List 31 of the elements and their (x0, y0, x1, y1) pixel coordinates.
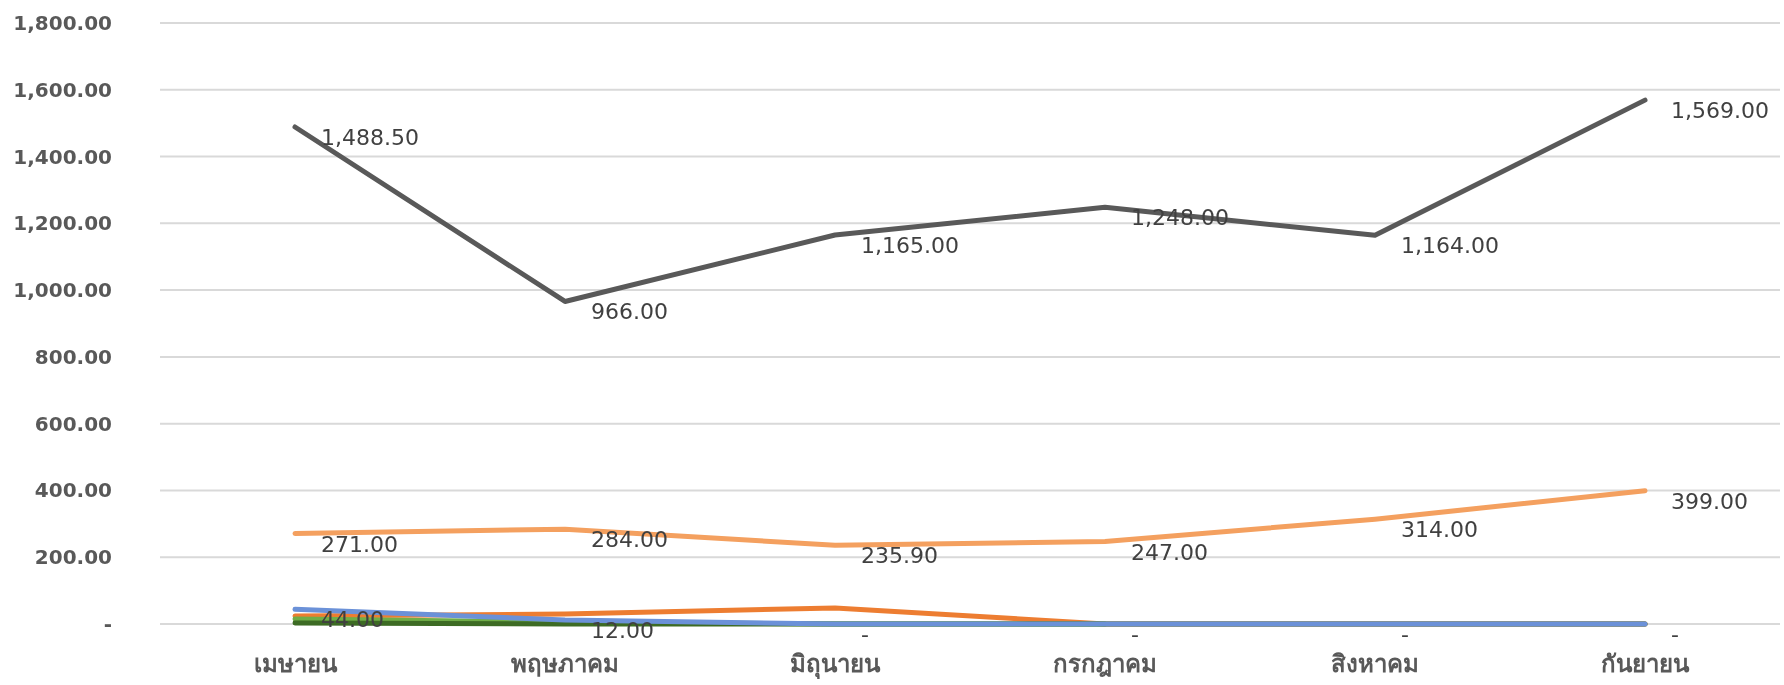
y-tick-label: 200.00 (34, 545, 112, 570)
y-tick-label: 1,800.00 (13, 11, 112, 35)
data-label: 247.00 (1131, 539, 1208, 565)
data-label: - (861, 622, 869, 647)
data-label: 284.00 (591, 527, 668, 553)
x-tick-label: สิงหาคม (1331, 650, 1419, 678)
data-label: 966.00 (591, 299, 668, 325)
y-tick-label: 800.00 (34, 344, 112, 369)
data-label: 314.00 (1401, 517, 1478, 543)
y-tick-label: 600.00 (34, 411, 112, 436)
y-tick-label: 1,200.00 (13, 211, 112, 236)
data-label: 1,569.00 (1671, 98, 1769, 124)
data-label: - (1401, 622, 1409, 647)
data-label: 1,165.00 (861, 233, 959, 259)
data-label: 399.00 (1671, 488, 1748, 514)
y-tick-label: 1,000.00 (13, 278, 112, 303)
y-tick-label: 1,400.00 (13, 144, 112, 169)
data-label: 235.90 (861, 543, 938, 569)
data-label: - (1131, 622, 1139, 647)
data-label: 1,164.00 (1401, 233, 1499, 259)
data-label: - (1671, 622, 1679, 647)
x-tick-label: เมษายน (253, 650, 338, 678)
x-tick-label: กรกฎาคม (1053, 650, 1157, 678)
data-label: 271.00 (321, 531, 398, 557)
data-label: 1,488.50 (321, 125, 419, 151)
x-tick-label: มิถุนายน (790, 650, 881, 680)
y-tick-label: 1,600.00 (13, 77, 112, 102)
x-tick-label: พฤษภาคม (511, 650, 619, 678)
y-tick-label: - (103, 612, 112, 636)
x-tick-label: กันยายน (1601, 650, 1690, 678)
y-tick-label: 400.00 (34, 478, 112, 503)
